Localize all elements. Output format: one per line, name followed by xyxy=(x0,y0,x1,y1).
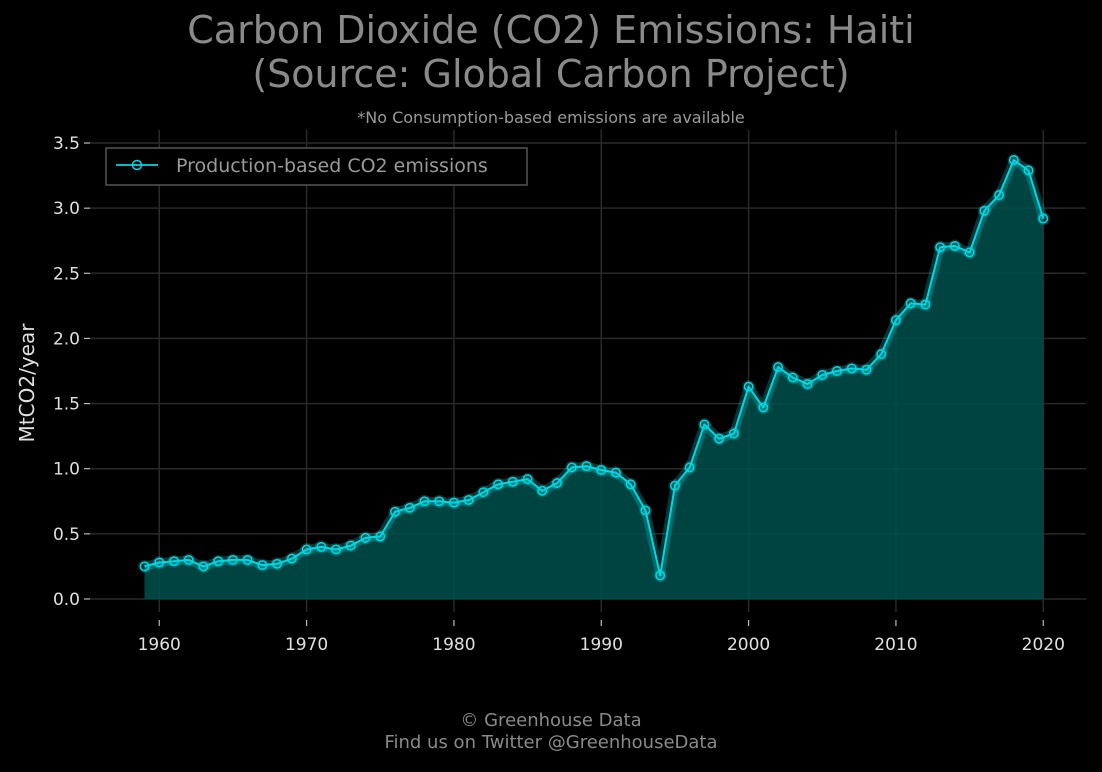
data-point xyxy=(832,366,842,376)
y-tick-label: 2.0 xyxy=(53,329,80,349)
area-fill xyxy=(144,160,1044,599)
data-point xyxy=(301,544,312,555)
data-point xyxy=(537,485,548,496)
data-point xyxy=(154,557,165,568)
data-point xyxy=(257,560,268,571)
data-point xyxy=(684,462,695,473)
legend: Production-based CO2 emissions xyxy=(105,147,528,186)
data-point xyxy=(552,478,563,488)
data-point xyxy=(979,205,990,216)
data-point xyxy=(566,462,577,473)
y-tick-label: 0.0 xyxy=(53,590,80,610)
data-point xyxy=(611,467,621,478)
y-tick-label: 0.5 xyxy=(53,525,80,545)
x-tick-label: 1970 xyxy=(285,635,328,655)
data-point xyxy=(507,476,518,487)
data-point xyxy=(640,505,651,516)
data-point xyxy=(920,299,931,310)
data-point xyxy=(655,570,666,581)
legend-box xyxy=(105,147,528,186)
data-point xyxy=(905,298,916,309)
data-point xyxy=(787,372,798,383)
x-tick-label: 2000 xyxy=(727,635,770,655)
legend-label: Production-based CO2 emissions xyxy=(176,155,488,177)
chart-title: Carbon Dioxide (CO2) Emissions: Haiti (S… xyxy=(0,8,1102,96)
data-point xyxy=(802,379,813,389)
data-point xyxy=(1008,155,1019,165)
series-line xyxy=(144,159,1045,577)
data-point xyxy=(493,479,504,490)
data-point xyxy=(375,531,386,542)
data-point xyxy=(758,402,769,413)
data-point xyxy=(994,190,1005,201)
x-tick-label: 1990 xyxy=(580,635,623,655)
data-point xyxy=(390,506,400,517)
y-tick-label: 1.0 xyxy=(53,460,80,480)
data-point xyxy=(360,532,371,543)
data-point xyxy=(625,479,636,490)
data-point xyxy=(345,540,356,551)
data-point xyxy=(434,496,445,507)
data-point xyxy=(964,247,975,258)
data-point xyxy=(463,495,474,505)
data-points xyxy=(138,153,1050,583)
chart-subtitle: *No Consumption-based emissions are avai… xyxy=(357,108,745,127)
data-point xyxy=(272,558,283,569)
data-point xyxy=(213,556,224,567)
data-point xyxy=(596,465,607,475)
data-point xyxy=(522,474,533,485)
data-point xyxy=(817,369,828,380)
y-tick-label: 2.5 xyxy=(53,264,80,284)
data-point xyxy=(183,554,194,565)
y-tick-label: 1.5 xyxy=(53,395,80,415)
data-point xyxy=(1038,213,1049,224)
data-point xyxy=(890,315,901,326)
data-point xyxy=(198,561,209,572)
x-tick-label: 2010 xyxy=(874,635,917,655)
data-point xyxy=(316,541,327,552)
data-point xyxy=(448,497,459,508)
footer-copyright: © Greenhouse Data xyxy=(460,710,642,731)
data-point xyxy=(714,433,725,444)
y-axis-label: MtCO2/year xyxy=(15,323,39,443)
data-point xyxy=(331,544,342,555)
data-point xyxy=(227,554,238,565)
data-point xyxy=(242,554,253,565)
data-point xyxy=(846,363,857,374)
data-point xyxy=(581,461,592,472)
data-point xyxy=(169,556,179,567)
data-point xyxy=(743,381,754,392)
y-axis-ticks: 0.0 0.5 1.0 1.5 2.0 2.5 3.0 3.5 xyxy=(53,134,90,610)
data-point xyxy=(773,362,784,373)
chart-area: 1960 1970 1980 1990 2000 2010 2020 0.0 0.5 1.0 1.… xyxy=(15,130,1086,655)
footer-twitter: Find us on Twitter @GreenhouseData xyxy=(384,732,718,753)
y-tick-label: 3.0 xyxy=(53,199,80,219)
data-point xyxy=(935,242,946,253)
data-point xyxy=(478,487,489,498)
data-point xyxy=(861,364,872,375)
data-point xyxy=(728,428,739,439)
data-point xyxy=(286,553,297,564)
data-point xyxy=(404,502,415,513)
data-point xyxy=(699,419,710,430)
y-tick-label: 3.5 xyxy=(53,134,80,154)
x-tick-label: 2020 xyxy=(1022,635,1065,655)
chart-title-line1: Carbon Dioxide (CO2) Emissions: Haiti xyxy=(187,8,915,52)
legend-marker-swatch xyxy=(131,159,143,171)
data-point xyxy=(1023,165,1034,176)
data-point xyxy=(669,480,680,491)
data-point xyxy=(949,240,960,251)
chart-title-line2: (Source: Global Carbon Project) xyxy=(252,52,850,96)
x-tick-label: 1980 xyxy=(432,635,475,655)
x-tick-label: 1960 xyxy=(138,635,181,655)
data-point xyxy=(876,349,887,360)
x-axis-ticks: 1960 1970 1980 1990 2000 2010 2020 xyxy=(138,620,1065,655)
footer: © Greenhouse Data Find us on Twitter @Gr… xyxy=(0,710,1102,754)
data-point xyxy=(419,496,430,507)
data-point xyxy=(139,561,150,572)
